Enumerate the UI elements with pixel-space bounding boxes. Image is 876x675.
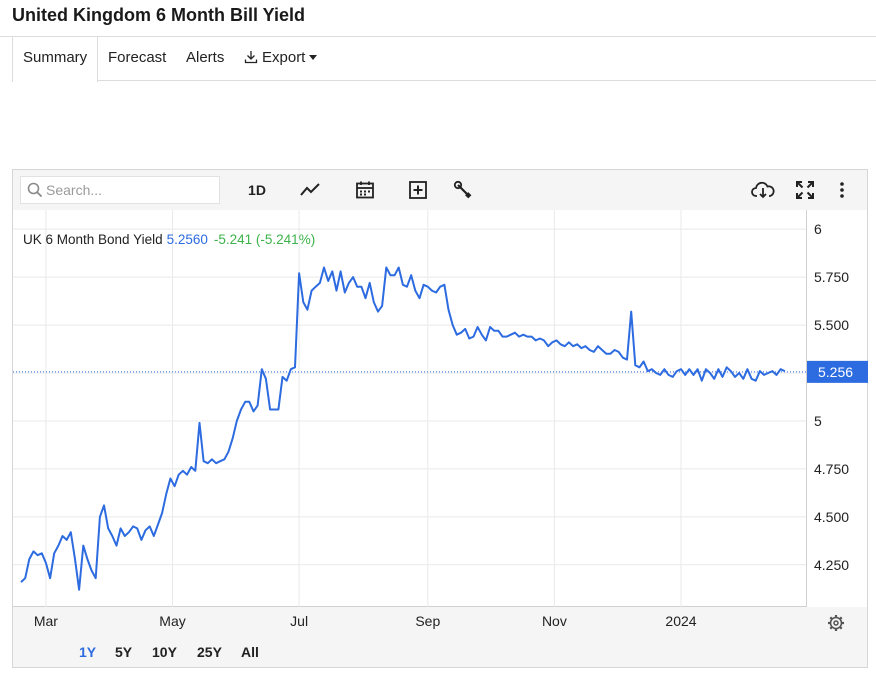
tab-export[interactable]: Export <box>244 37 318 81</box>
page-title: United Kingdom 6 Month Bill Yield <box>12 5 305 25</box>
x-axis-labels: Mar May Jul Sep Nov 2024 <box>34 613 697 629</box>
legend-change: -5.241 (-5.241%) <box>213 232 316 247</box>
y-tick-label: 5.500 <box>814 317 849 333</box>
search-input[interactable] <box>46 179 214 201</box>
y-tick-label: 4.250 <box>814 557 849 573</box>
x-axis[interactable]: Mar May Jul Sep Nov 2024 <box>13 607 867 637</box>
add-indicator-button[interactable] <box>405 177 431 203</box>
y-tick-label: 5.750 <box>814 269 849 285</box>
legend-value: 5.2560 <box>166 232 208 247</box>
more-vertical-icon <box>840 182 844 198</box>
cloud-download-icon <box>751 181 775 199</box>
chart-widget: 1D <box>12 169 868 668</box>
plot-area[interactable]: UK 6 Month Bond Yield 5.2560 -5.241 (-5.24… <box>13 210 806 607</box>
wrench-icon <box>453 180 472 199</box>
range-5y-button[interactable]: 5Y <box>115 644 133 660</box>
range-1y-button[interactable]: 1Y <box>79 644 97 660</box>
line-chart <box>13 210 806 607</box>
y-tick-label: 5 <box>814 413 822 429</box>
current-price-label: 5.256 <box>818 364 853 380</box>
add-indicator-icon <box>409 181 427 199</box>
yield-series-line <box>20 266 786 591</box>
range-25y-button[interactable]: 25Y <box>197 644 222 660</box>
calendar-icon <box>356 181 374 199</box>
gear-icon[interactable] <box>827 614 845 632</box>
date-range-button[interactable] <box>352 177 378 203</box>
more-options-button[interactable] <box>833 177 851 203</box>
search-icon <box>27 182 43 198</box>
chart-toolbar: 1D <box>13 170 867 210</box>
x-tick-label: Nov <box>542 613 567 629</box>
x-tick-label: Jul <box>290 613 308 629</box>
download-icon <box>244 50 258 63</box>
tab-alerts[interactable]: Alerts <box>186 49 225 66</box>
range-10y-button[interactable]: 10Y <box>152 644 177 660</box>
settings-tools-button[interactable] <box>450 177 476 203</box>
x-tick-label: 2024 <box>665 613 696 629</box>
y-tick-label: 6 <box>814 221 822 237</box>
x-tick-label: Mar <box>34 613 58 629</box>
chart-legend: UK 6 Month Bond Yield 5.2560 -5.241 (-5.24… <box>23 232 315 247</box>
y-tick-label: 4.750 <box>814 461 849 477</box>
tab-export-label: Export <box>262 49 306 66</box>
title-divider <box>0 36 876 37</box>
interval-label: 1D <box>248 182 266 198</box>
symbol-search[interactable] <box>20 176 220 204</box>
legend-series-name: UK 6 Month Bond Yield <box>23 232 163 247</box>
y-tick-label: 4.500 <box>814 509 849 525</box>
current-price-badge <box>807 360 868 383</box>
fullscreen-button[interactable] <box>793 177 817 203</box>
tab-bar: Summary Forecast Alerts Export <box>12 37 876 82</box>
interval-button[interactable]: 1D <box>242 177 272 203</box>
range-selector: 1Y 5Y 10Y 25Y All <box>13 637 867 667</box>
x-tick-label: May <box>159 613 185 629</box>
tab-forecast[interactable]: Forecast <box>108 49 167 66</box>
line-chart-icon <box>300 183 320 196</box>
tab-summary[interactable]: Summary <box>12 37 99 82</box>
fullscreen-icon <box>796 181 814 199</box>
x-tick-label: Sep <box>415 613 440 629</box>
download-chart-button[interactable] <box>749 177 777 203</box>
caret-down-icon <box>309 54 318 60</box>
range-all-button[interactable]: All <box>241 644 259 660</box>
chart-type-button[interactable] <box>296 177 324 203</box>
